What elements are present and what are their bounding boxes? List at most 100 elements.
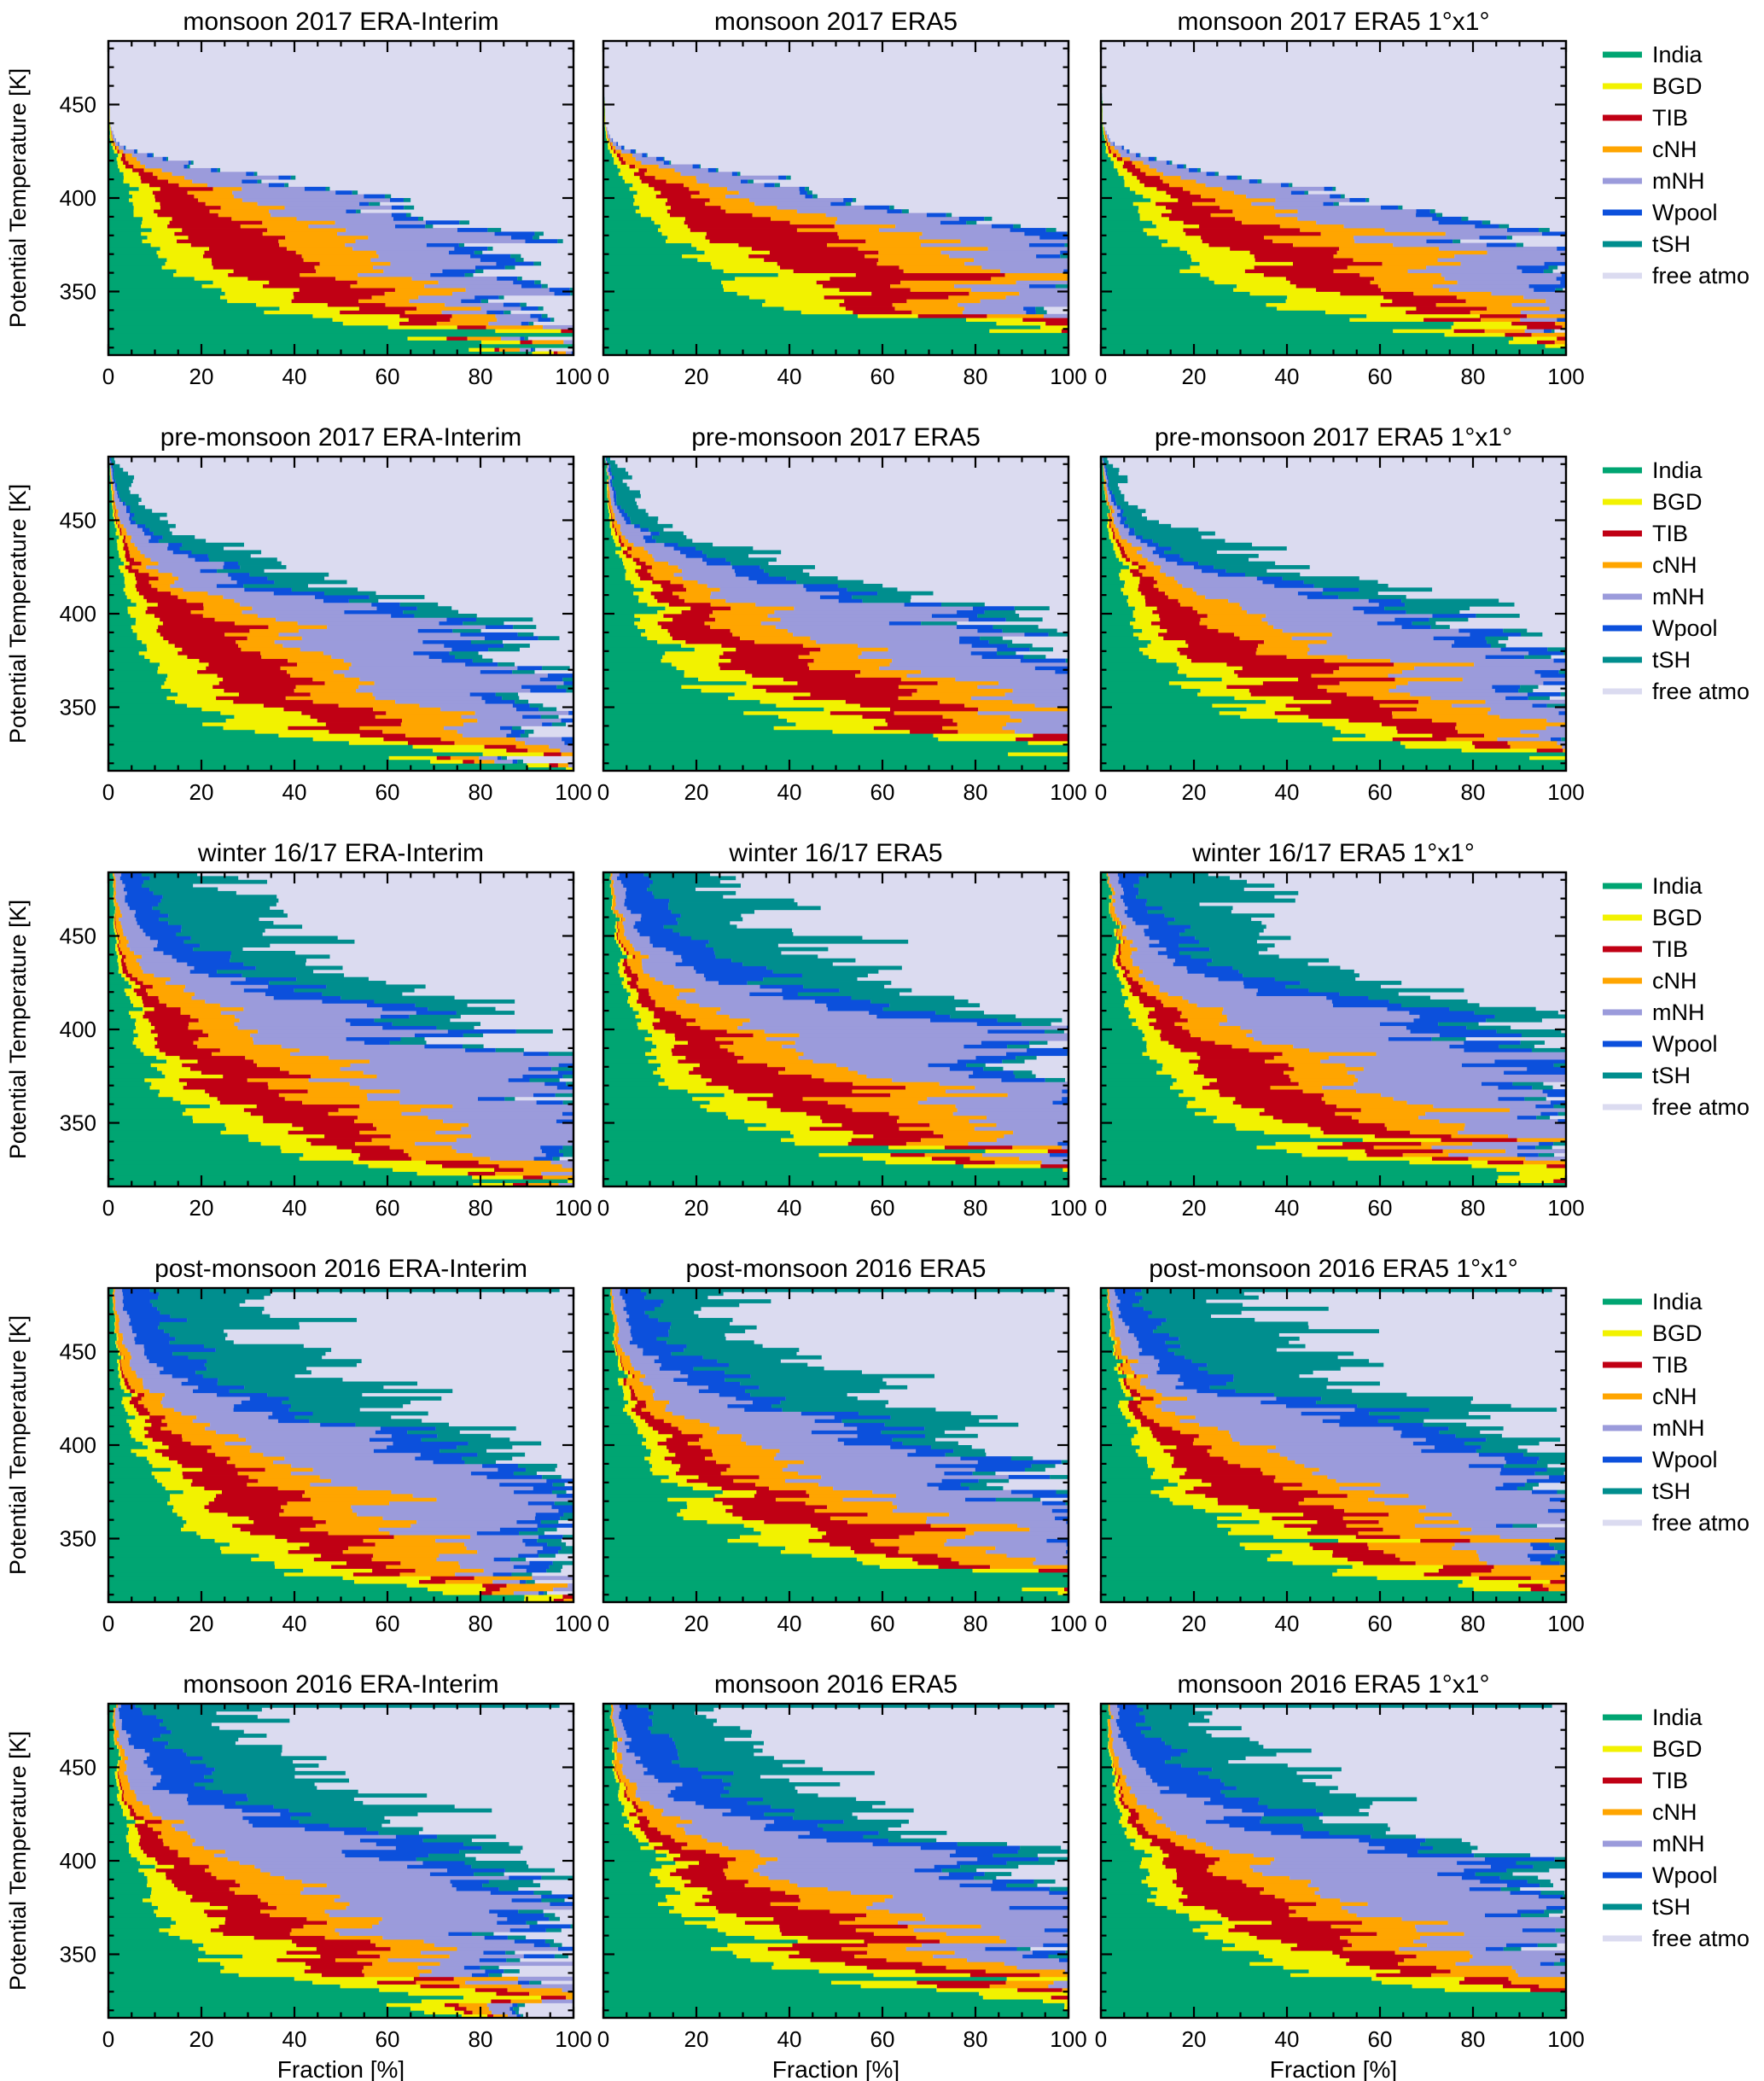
x-tick-label: 40	[777, 779, 802, 805]
bars	[1101, 1288, 1566, 1603]
tick-marks	[1099, 1704, 1568, 2018]
x-tick-label: 20	[189, 1611, 214, 1636]
legend-label-wpool: Wpool	[1652, 615, 1718, 641]
panel-winter-16-17-era5-1-x1: winter 16/17 ERA5 1°x1° 0 20 40 60 80 100 India…	[1095, 839, 1749, 1221]
x-tick-label: 0	[1095, 364, 1107, 389]
legend: India BGD TIB cNH mNH Wpool tSH free atmo	[1603, 458, 1749, 704]
legend-label-wpool: Wpool	[1652, 1862, 1718, 1888]
x-tick-label: 80	[964, 1195, 988, 1221]
x-tick-label: 100	[1050, 2026, 1086, 2052]
legend-label-tsh: tSH	[1652, 647, 1691, 673]
panel-title: post-monsoon 2016 ERA5	[686, 1255, 987, 1283]
y-tick-label: 400	[60, 1848, 96, 1874]
x-tick-label: 80	[469, 1611, 493, 1636]
x-tick-label: 20	[684, 1611, 709, 1636]
x-tick-label: 40	[282, 1195, 307, 1221]
y-tick-label: 350	[60, 1942, 96, 1967]
x-tick-label: 60	[870, 1611, 895, 1636]
legend-label-india: India	[1652, 42, 1703, 67]
x-tick-label: 0	[597, 1195, 609, 1221]
x-tick-label: 80	[964, 1611, 988, 1636]
x-tick-label: 20	[189, 1195, 214, 1221]
y-axis-title: Potential Temperature [K]	[5, 1315, 31, 1575]
legend-label-free-atmo: free atmo	[1652, 263, 1749, 289]
tick-marks	[1099, 872, 1568, 1186]
panel-title: monsoon 2017 ERA5 1°x1°	[1178, 8, 1490, 36]
legend-label-tsh: tSH	[1652, 1894, 1691, 1920]
legend-label-mnh: mNH	[1652, 1000, 1705, 1025]
x-tick-label: 60	[870, 2026, 895, 2052]
tick-marks	[602, 41, 1070, 355]
legend-label-mnh: mNH	[1652, 584, 1705, 609]
x-tick-label: 60	[1368, 779, 1393, 805]
y-tick-label: 350	[60, 279, 96, 305]
x-tick-label: 40	[1275, 2026, 1300, 2052]
x-tick-label: 0	[1095, 779, 1107, 805]
x-tick-label: 100	[1547, 2026, 1584, 2052]
x-tick-label: 20	[684, 1195, 709, 1221]
legend-label-mnh: mNH	[1652, 1831, 1705, 1857]
x-tick-label: 100	[1050, 779, 1086, 805]
x-tick-label: 100	[555, 1195, 591, 1221]
x-tick-label: 40	[1275, 1611, 1300, 1636]
legend-label-tsh: tSH	[1652, 231, 1691, 257]
panel-monsoon-2016-era5: monsoon 2016 ERA5 0 20 40 60 80 100 Fraction [%…	[597, 1670, 1087, 2081]
x-tick-label: 60	[376, 364, 400, 389]
legend-label-cnh: cNH	[1652, 1384, 1697, 1409]
legend-label-india: India	[1652, 1289, 1703, 1314]
x-tick-label: 100	[555, 364, 591, 389]
panel-monsoon-2017-era-interim: monsoon 2017 ERA-Interim 0 20 40 60 80 100 350 4…	[5, 8, 592, 389]
y-tick-label: 450	[60, 1338, 96, 1364]
legend-label-bgd: BGD	[1652, 1320, 1703, 1346]
x-tick-label: 0	[102, 364, 114, 389]
legend-label-bgd: BGD	[1652, 1736, 1703, 1762]
panel-title: winter 16/17 ERA-Interim	[197, 839, 484, 867]
legend: India BGD TIB cNH mNH Wpool tSH free atmo	[1603, 1705, 1749, 1951]
tick-marks	[602, 872, 1070, 1186]
legend-label-free-atmo: free atmo	[1652, 1510, 1749, 1536]
x-tick-label: 0	[597, 779, 609, 805]
panel-monsoon-2016-era5-1-x1: monsoon 2016 ERA5 1°x1° 0 20 40 60 80 100 Fract…	[1095, 1670, 1749, 2081]
tick-marks	[1099, 457, 1568, 771]
x-tick-label: 20	[189, 2026, 214, 2052]
x-tick-label: 0	[102, 1611, 114, 1636]
panel-monsoon-2017-era5: monsoon 2017 ERA5 0 20 40 60 80 100	[597, 8, 1087, 389]
panel-title: pre-monsoon 2017 ERA5 1°x1°	[1155, 423, 1512, 452]
tick-marks	[107, 872, 575, 1186]
x-tick-label: 100	[1547, 779, 1584, 805]
legend: India BGD TIB cNH mNH Wpool tSH free atmo	[1603, 873, 1749, 1120]
panel-post-monsoon-2016-era5: post-monsoon 2016 ERA5 0 20 40 60 80 100	[597, 1255, 1087, 1636]
x-tick-label: 40	[777, 364, 802, 389]
legend-label-mnh: mNH	[1652, 1415, 1705, 1441]
legend-label-bgd: BGD	[1652, 489, 1703, 515]
panel-winter-16-17-era-interim: winter 16/17 ERA-Interim 0 20 40 60 80 100 350 4…	[5, 839, 592, 1221]
y-axis-title: Potential Temperature [K]	[5, 1731, 31, 1991]
y-tick-label: 400	[60, 1432, 96, 1458]
legend-label-mnh: mNH	[1652, 168, 1705, 194]
legend-label-india: India	[1652, 873, 1703, 899]
x-tick-label: 40	[777, 1195, 802, 1221]
y-tick-label: 400	[60, 601, 96, 627]
panel-pre-monsoon-2017-era-interim: pre-monsoon 2017 ERA-Interim 0 20 40 60 80 100…	[5, 423, 592, 805]
x-tick-label: 20	[189, 364, 214, 389]
x-tick-label: 20	[189, 779, 214, 805]
y-tick-label: 350	[60, 1110, 96, 1136]
bars	[108, 872, 573, 1187]
x-tick-label: 20	[1182, 1611, 1207, 1636]
bars	[1101, 872, 1566, 1187]
legend-label-cnh: cNH	[1652, 968, 1697, 994]
x-tick-label: 20	[1182, 364, 1207, 389]
bars	[1101, 457, 1566, 772]
x-tick-label: 100	[555, 1611, 591, 1636]
x-tick-label: 60	[870, 779, 895, 805]
legend-label-tib: TIB	[1652, 521, 1688, 546]
legend-label-free-atmo: free atmo	[1652, 1094, 1749, 1120]
x-tick-label: 60	[870, 1195, 895, 1221]
x-tick-label: 0	[597, 1611, 609, 1636]
bars	[108, 457, 573, 772]
y-axis-title: Potential Temperature [K]	[5, 68, 31, 328]
x-tick-label: 100	[555, 2026, 591, 2052]
panel-title: pre-monsoon 2017 ERA5	[691, 423, 981, 452]
